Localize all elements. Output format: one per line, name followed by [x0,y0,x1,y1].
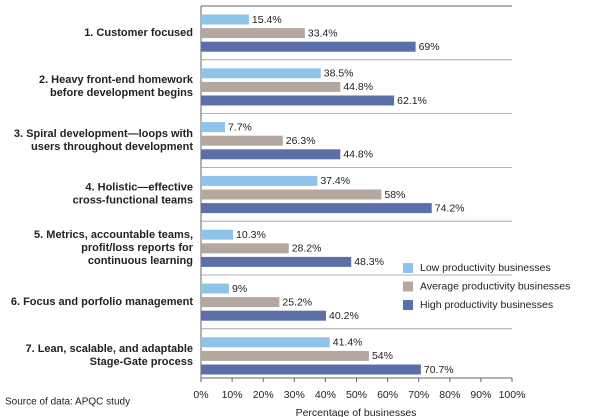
legend-label: Average productivity businesses [420,280,570,292]
category-label: before development begins [50,87,193,99]
legend-swatch [403,300,413,310]
legend-label: High productivity businesses [420,299,553,311]
category-label: 2. Heavy front-end homework [39,74,194,86]
legend-swatch [403,281,413,292]
value-label: 10.3% [236,229,266,241]
value-label: 70.7% [424,364,454,376]
value-label: 15.4% [252,14,282,26]
x-tick-label: 60% [377,389,398,401]
bar [201,189,382,200]
x-axis-label: Percentage of businesses [296,407,417,417]
value-label: 38.5% [324,68,354,80]
category-label: 1. Customer focused [84,27,193,39]
bar [201,229,234,240]
bar [201,203,432,214]
value-label: 54% [372,350,393,362]
value-label: 26.3% [286,135,316,147]
legend-label: Low productivity businesses [420,262,551,274]
bar [201,175,318,186]
x-tick-label: 100% [499,389,526,401]
value-label: 48.3% [354,256,384,268]
legend-swatch [403,263,413,273]
bar [201,337,330,348]
value-label: 62.1% [397,95,427,107]
value-label: 74.2% [435,202,465,214]
x-tick-label: 10% [222,389,243,401]
value-label: 25.2% [282,296,312,308]
category-label: profit/loss reports for [81,242,194,254]
value-label: 37.4% [320,175,350,187]
bar [201,68,321,79]
value-label: 33.4% [308,27,338,39]
source-note: Source of data: APQC study [5,397,130,408]
category-label: 3. Spiral development—loops with [14,128,193,140]
value-label: 41.4% [333,337,363,349]
x-tick-label: 70% [408,389,429,401]
category-label: cross-functional teams [73,195,193,207]
bar [201,364,421,375]
value-label: 40.2% [329,310,359,322]
value-label: 44.8% [343,149,373,161]
bar [201,149,341,160]
x-tick-label: 80% [439,389,460,401]
bar [201,243,289,254]
value-label: 28.2% [292,243,322,255]
bar [201,28,305,39]
category-label: 7. Lean, scalable, and adaptable [25,343,193,355]
bar [201,14,249,25]
category-label: 4. Holistic—effective [85,182,193,194]
category-label: Stage-Gate process [90,356,193,368]
value-label: 9% [232,283,247,295]
bar [201,41,416,52]
category-label: 6. Focus and porfolio management [11,296,193,308]
bar [201,95,395,106]
bar [201,122,225,133]
bar [201,310,327,321]
value-label: 58% [384,189,405,201]
category-label: continuous learning [88,255,193,267]
x-tick-label: 40% [315,389,336,401]
value-label: 7.7% [228,121,252,133]
x-tick-label: 20% [253,389,274,401]
bar [201,283,229,294]
bar [201,297,280,308]
category-label: users throughout development [31,141,193,153]
value-label: 69% [419,41,440,53]
bar [201,256,352,267]
bar [201,135,283,146]
category-label: 5. Metrics, accountable teams, [34,229,193,241]
x-tick-label: 50% [346,389,367,401]
bar [201,81,341,92]
x-tick-label: 30% [284,389,305,401]
bar [201,350,369,361]
value-label: 44.8% [343,81,373,93]
x-tick-label: 0% [193,389,208,401]
x-tick-label: 90% [470,389,491,401]
